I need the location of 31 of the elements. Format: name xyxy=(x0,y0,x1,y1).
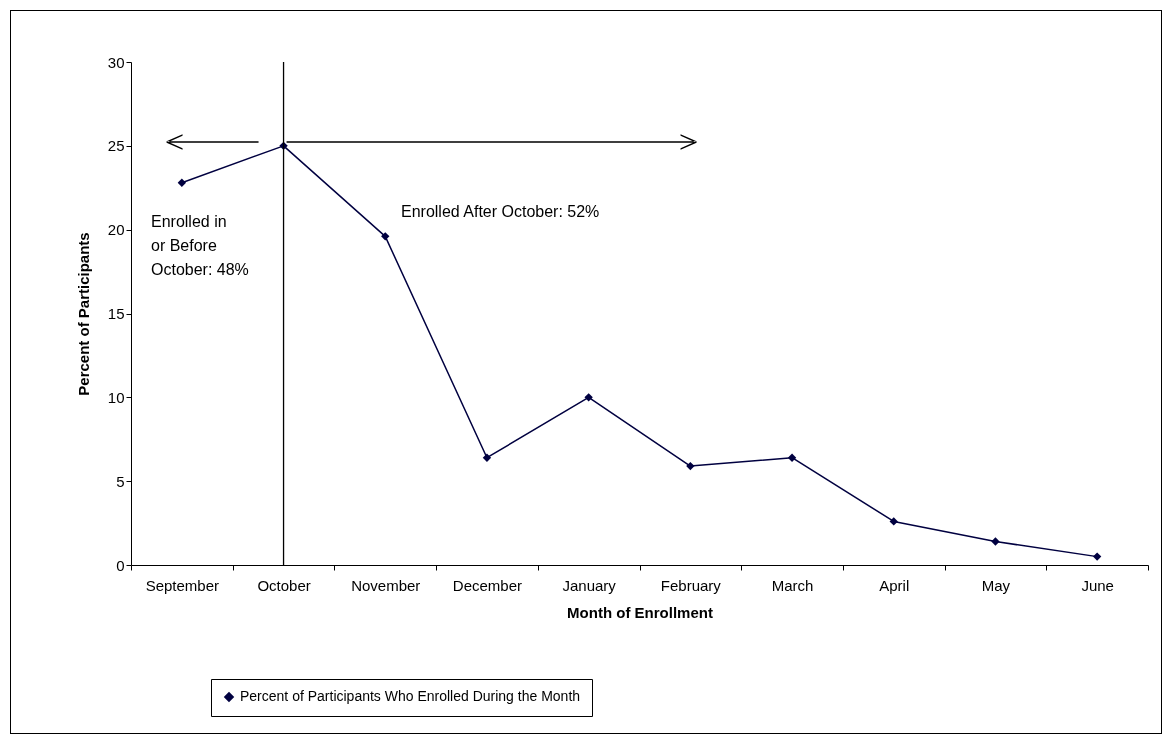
annotation: Enrolled in or Before October: 48% xyxy=(151,213,249,278)
y-tick-label: 0 xyxy=(116,556,125,574)
y-tick-label: 10 xyxy=(107,388,125,406)
x-tick-label: December xyxy=(452,576,523,594)
y-tick-label: 30 xyxy=(107,53,125,71)
y-tick-label: 15 xyxy=(107,305,125,322)
point xyxy=(177,178,187,187)
point xyxy=(991,537,1000,546)
x-tick-label: November xyxy=(351,576,421,594)
x-tick-label: March xyxy=(771,576,814,594)
point xyxy=(381,232,390,241)
annotation: Enrolled After October: 52% xyxy=(401,203,600,220)
point xyxy=(889,517,898,526)
point xyxy=(584,393,593,402)
x-tick-label: June xyxy=(1081,576,1114,594)
x-tick-label: October xyxy=(257,576,311,594)
x-axis-title: Month of Enrollment xyxy=(567,603,713,621)
x-tick-label: April xyxy=(879,576,910,594)
y-tick-label: 25 xyxy=(107,137,125,155)
y-tick-label: 20 xyxy=(107,221,125,239)
x-tick-label: February xyxy=(660,576,722,594)
x-tick-label: May xyxy=(981,576,1011,594)
x-tick-label: January xyxy=(562,576,617,594)
point xyxy=(482,453,492,462)
point xyxy=(787,453,797,462)
point xyxy=(1092,552,1102,561)
legend-label: Percent of Participants Who Enrolled During the Month xyxy=(240,688,581,704)
y-tick-label: 5 xyxy=(116,472,125,490)
point xyxy=(686,461,695,471)
x-tick-label: September xyxy=(145,576,220,594)
y-axis-title: Percent of Participants xyxy=(74,232,92,396)
